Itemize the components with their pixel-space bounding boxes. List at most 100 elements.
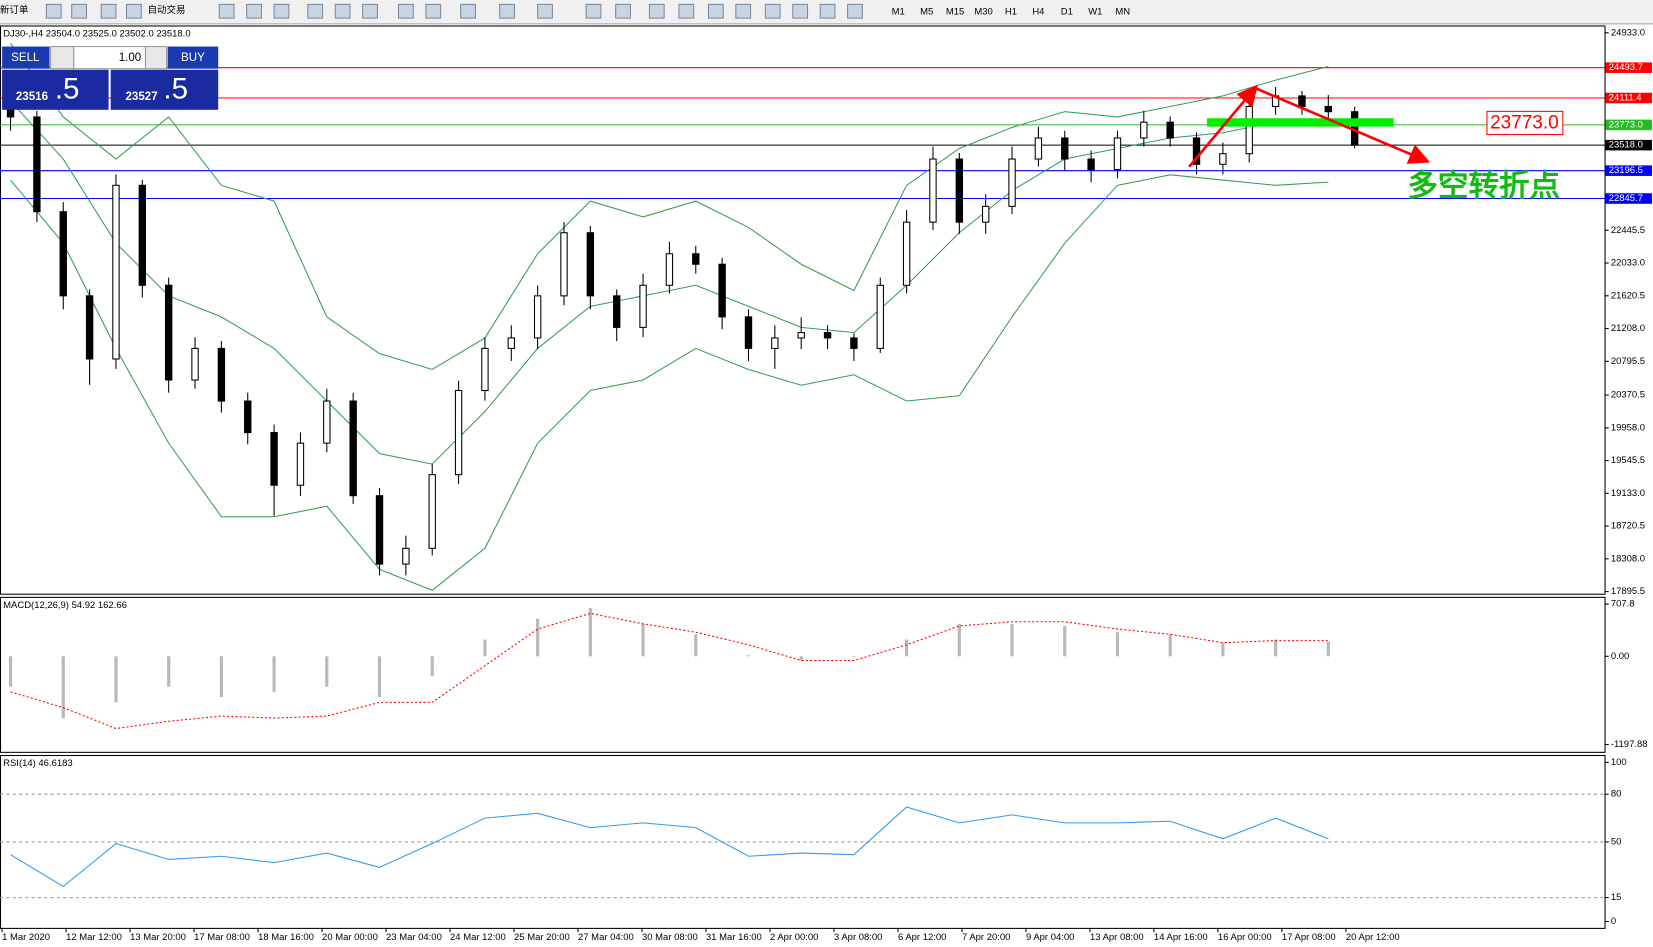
- period-button[interactable]: H1: [1005, 6, 1017, 17]
- y-tick-label: 20370.5: [1611, 390, 1645, 401]
- period-button[interactable]: M5: [920, 6, 933, 17]
- candle-body: [191, 347, 199, 381]
- y-tick-label: 19545.5: [1611, 455, 1645, 466]
- bid-fraction: .5: [55, 73, 80, 106]
- candle-body: [481, 347, 489, 392]
- macd-bar: [694, 634, 698, 657]
- macd-bar: [957, 623, 961, 657]
- x-tick-label: 23 Mar 04:00: [386, 932, 442, 943]
- x-tick-label: 1 Mar 2020: [2, 932, 50, 943]
- bid-box[interactable]: [2, 69, 109, 110]
- level-label: 24111.4: [1609, 93, 1642, 104]
- macd-bar: [114, 656, 118, 703]
- period-button[interactable]: M15: [946, 6, 964, 17]
- candle-body: [902, 221, 911, 286]
- period-button[interactable]: H4: [1032, 6, 1044, 17]
- toolbar-icon[interactable]: [678, 3, 695, 19]
- y-tick-label: 17895.5: [1611, 586, 1645, 597]
- macd-bar: [1221, 642, 1225, 657]
- toolbar-button[interactable]: 自动交易: [148, 4, 186, 16]
- toolbar-icon[interactable]: [100, 3, 117, 19]
- toolbar-icon[interactable]: [537, 3, 553, 19]
- sell-label: SELL: [11, 52, 40, 64]
- toolbar-icon[interactable]: [273, 3, 290, 19]
- annotation-price: 23773.0: [1490, 113, 1559, 134]
- candle-body: [112, 184, 120, 360]
- candle-body: [1298, 95, 1306, 107]
- x-tick-label: 9 Apr 04:00: [1026, 932, 1074, 943]
- period-button[interactable]: MN: [1115, 6, 1130, 17]
- lot-up[interactable]: [144, 46, 168, 70]
- chart-layer: DJ30-,H4 23504.0 23525.0 23502.0 23518.0…: [0, 27, 1652, 943]
- toolbar-icon[interactable]: [125, 3, 142, 19]
- candle-body: [507, 337, 515, 349]
- toolbar-icon[interactable]: [735, 3, 752, 19]
- period-button[interactable]: D1: [1061, 6, 1073, 17]
- toolbar-icon[interactable]: [819, 3, 836, 19]
- candle-body: [560, 232, 568, 297]
- toolbar-icon[interactable]: [792, 3, 809, 19]
- x-tick-label: 24 Mar 12:00: [450, 932, 506, 943]
- period-button[interactable]: M1: [892, 6, 905, 17]
- bid-price: 23516: [16, 91, 49, 103]
- candle-body: [586, 232, 595, 297]
- x-tick-label: 20 Mar 00:00: [322, 932, 378, 943]
- candle-body: [692, 253, 700, 265]
- y-tick-label: 18720.5: [1611, 521, 1645, 532]
- ask-box[interactable]: [110, 69, 219, 110]
- candle-body: [1192, 137, 1201, 165]
- candle-body: [639, 284, 647, 328]
- panel-title: MACD(12,26,9) 54.92 162.66: [3, 600, 127, 611]
- toolbar-button[interactable]: 新订单: [0, 4, 28, 16]
- toolbar-icon[interactable]: [71, 3, 87, 19]
- toolbar-icon[interactable]: [499, 3, 515, 19]
- candle-body: [771, 337, 779, 349]
- candle-body: [1245, 105, 1253, 155]
- x-tick-label: 17 Apr 08:00: [1282, 932, 1336, 943]
- candle-body: [850, 337, 858, 349]
- y-tick-label: 15: [1611, 892, 1622, 903]
- sell-button[interactable]: [2, 46, 50, 69]
- toolbar-icon[interactable]: [397, 3, 414, 19]
- candle-body: [718, 263, 726, 318]
- x-tick-label: 18 Mar 16:00: [258, 932, 314, 943]
- toolbar-icon[interactable]: [362, 3, 378, 19]
- toolbar-icon[interactable]: [334, 3, 351, 19]
- level-tag: [1605, 119, 1652, 131]
- candle-body: [1087, 158, 1095, 171]
- macd-bar: [1274, 639, 1278, 657]
- period-button[interactable]: W1: [1088, 6, 1102, 17]
- toolbar-icon[interactable]: [707, 3, 724, 19]
- period-button[interactable]: M30: [974, 6, 992, 17]
- x-tick-label: 25 Mar 20:00: [514, 932, 570, 943]
- candle-body: [1140, 121, 1148, 139]
- main-panel: [0, 25, 1606, 595]
- level-label: 23196.5: [1609, 165, 1643, 176]
- lot-down[interactable]: [50, 46, 75, 70]
- toolbar-icon[interactable]: [45, 3, 62, 19]
- y-tick-label: 20795.5: [1611, 356, 1645, 367]
- panel-title: RSI(14) 46.6183: [3, 758, 72, 769]
- macd-bar: [799, 656, 803, 661]
- toolbar-icon[interactable]: [648, 3, 665, 19]
- macd-bar: [219, 656, 223, 698]
- toolbar-icon[interactable]: [218, 3, 235, 19]
- toolbar-icon[interactable]: [615, 3, 631, 19]
- candle-body: [296, 442, 305, 486]
- candle-body: [85, 295, 94, 360]
- toolbar-icon[interactable]: [425, 3, 442, 19]
- candle-body: [375, 495, 384, 565]
- toolbar-icon[interactable]: [764, 3, 781, 19]
- macd-bar: [746, 655, 751, 657]
- toolbar-icon[interactable]: [847, 3, 863, 19]
- toolbar-icon[interactable]: [460, 3, 476, 19]
- toolbar-icon[interactable]: [585, 3, 602, 19]
- y-tick-label: 707.8: [1611, 599, 1635, 610]
- toolbar-icon[interactable]: [246, 3, 262, 19]
- candle-body: [1008, 158, 1016, 207]
- candle-body: [349, 400, 357, 497]
- toolbar-icon[interactable]: [307, 3, 324, 19]
- buy-button[interactable]: [167, 46, 219, 69]
